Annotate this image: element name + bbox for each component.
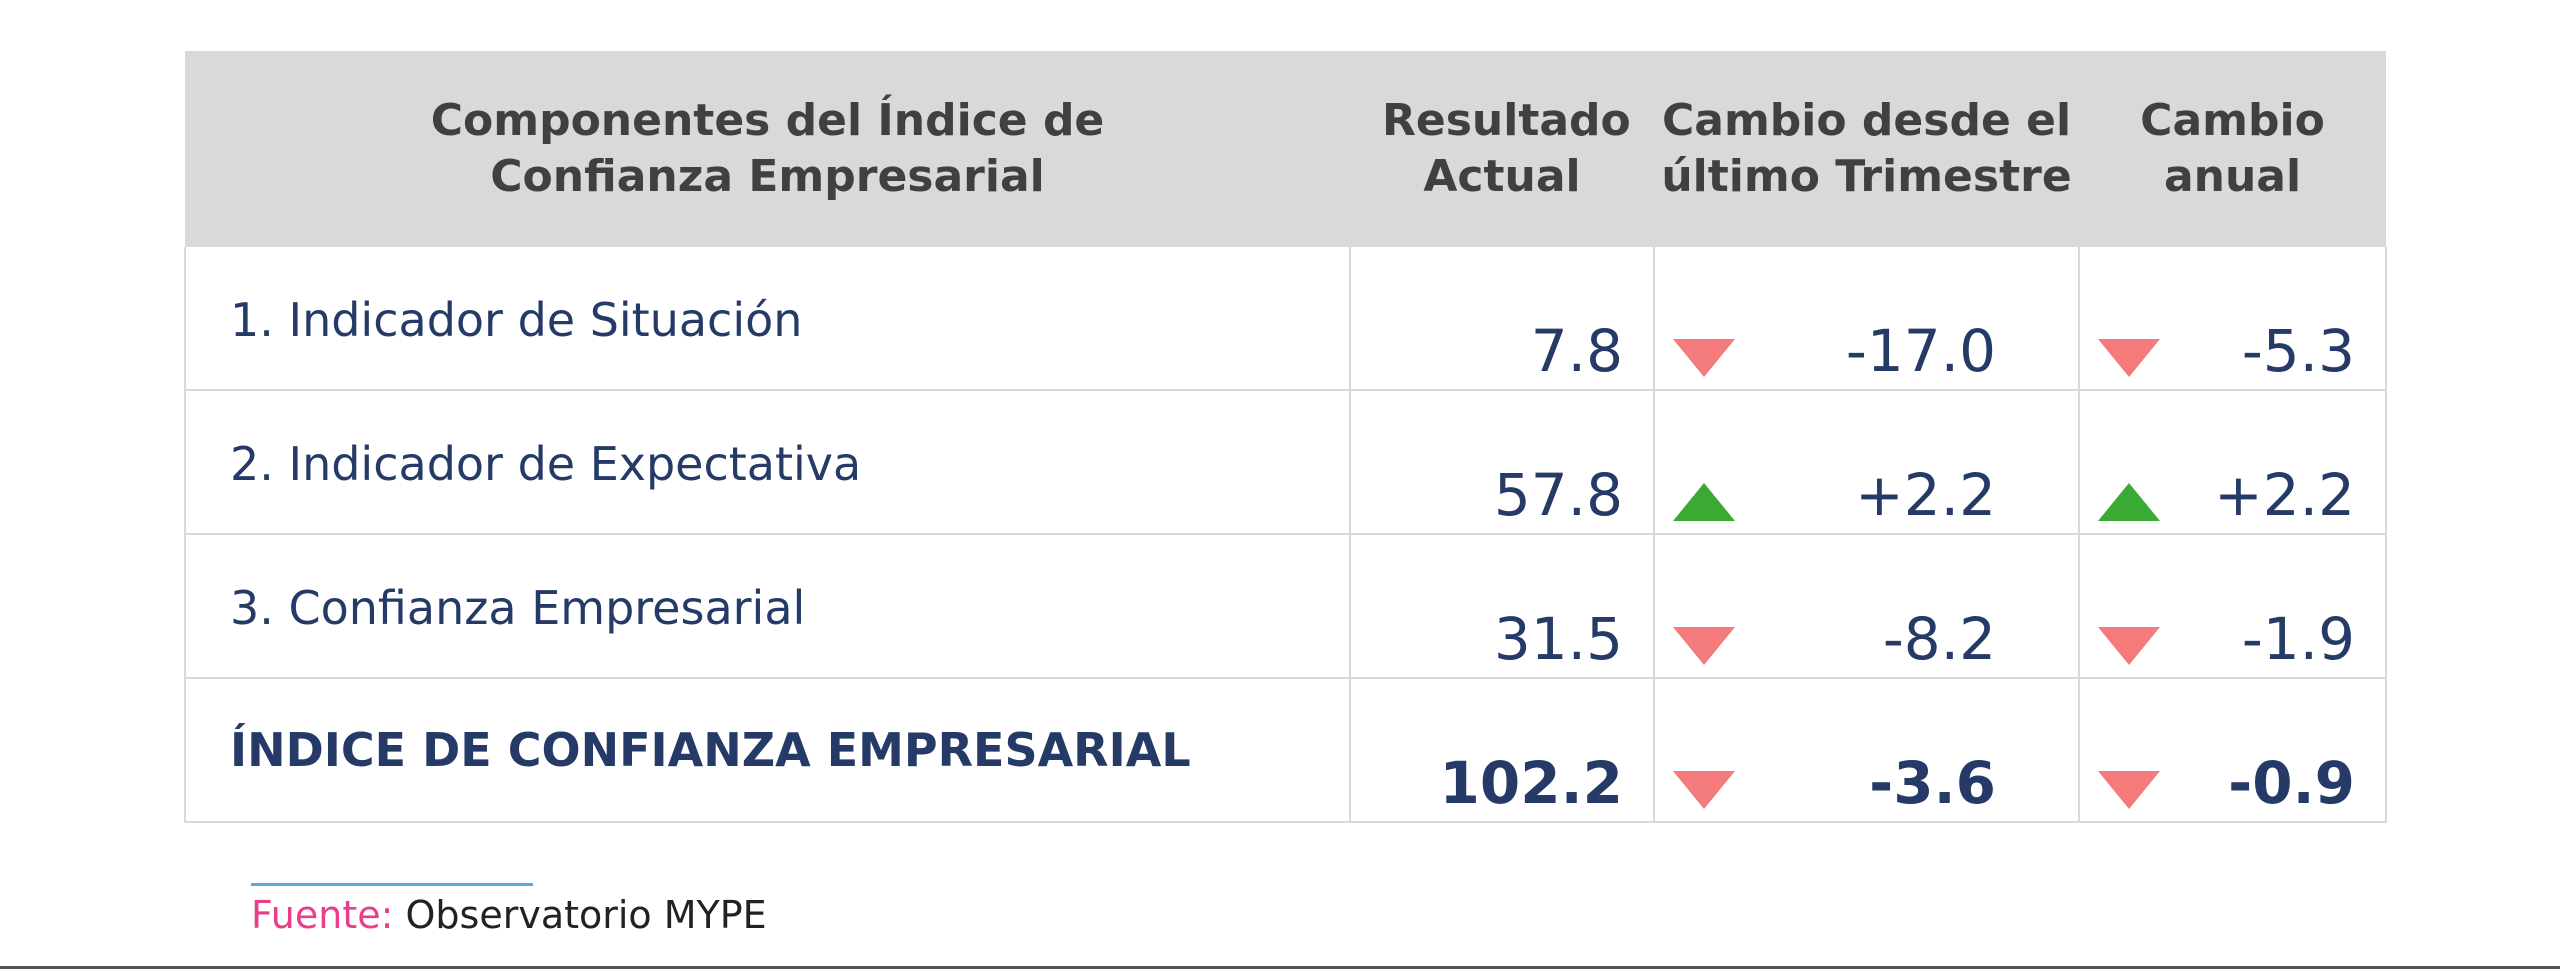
- row-name-cell: 1. Indicador de Situación: [184, 247, 1351, 391]
- current-cell: 102.2: [1349, 677, 1655, 823]
- trend-down-icon: [2098, 339, 2160, 377]
- current-cell: 7.8: [1349, 247, 1655, 391]
- trend-down-icon: [1673, 771, 1735, 809]
- current-value: 7.8: [1530, 317, 1623, 385]
- header-quarter-change: Cambio desde el último Trimestre: [1654, 51, 2079, 247]
- current-value: 31.5: [1493, 605, 1623, 673]
- annual-change-value: +2.2: [2214, 461, 2355, 529]
- table-row: 2. Indicador de Expectativa 57.8 +2.2 +2…: [184, 389, 2387, 535]
- trend-down-icon: [2098, 771, 2160, 809]
- header-current-label: Resultado Actual: [1382, 95, 1631, 202]
- quarter-change-value: -17.0: [1845, 317, 1996, 385]
- trend-down-icon: [2098, 627, 2160, 665]
- source-note: Fuente: Observatorio MYPE: [251, 890, 767, 940]
- row-name: 3. Confianza Empresarial: [230, 581, 806, 635]
- quarter-change-cell: +2.2: [1653, 389, 2080, 535]
- annual-change-cell: -5.3: [2078, 247, 2387, 391]
- trend-up-icon: [2098, 483, 2160, 521]
- row-name-cell: ÍNDICE DE CONFIANZA EMPRESARIAL: [184, 677, 1351, 823]
- bottom-rule: [0, 966, 2560, 969]
- quarter-change-value: +2.2: [1855, 461, 1996, 529]
- annual-change-value: -0.9: [2228, 749, 2355, 817]
- source-value: Observatorio MYPE: [393, 893, 767, 937]
- quarter-change-value: -8.2: [1882, 605, 1996, 673]
- header-annual-change-label: Cambio anual: [2140, 95, 2325, 202]
- current-value: 102.2: [1439, 749, 1623, 817]
- table-row-total: ÍNDICE DE CONFIANZA EMPRESARIAL 102.2 -3…: [184, 677, 2387, 823]
- table-row: 1. Indicador de Situación 7.8 -17.0 -5.3: [184, 247, 2387, 391]
- trend-up-icon: [1673, 483, 1735, 521]
- row-name-cell: 3. Confianza Empresarial: [184, 533, 1351, 679]
- source-label: Fuente:: [251, 893, 394, 937]
- confidence-index-table: Componentes del Índice de Confianza Empr…: [184, 51, 2387, 823]
- source-divider: [251, 883, 533, 886]
- header-component: Componentes del Índice de Confianza Empr…: [185, 51, 1350, 247]
- header-quarter-change-label: Cambio desde el último Trimestre: [1661, 95, 2072, 202]
- row-name: 2. Indicador de Expectativa: [230, 437, 862, 491]
- quarter-change-cell: -8.2: [1653, 533, 2080, 679]
- quarter-change-cell: -3.6: [1653, 677, 2080, 823]
- table-header-row: Componentes del Índice de Confianza Empr…: [185, 51, 2386, 247]
- quarter-change-cell: -17.0: [1653, 247, 2080, 391]
- annual-change-cell: +2.2: [2078, 389, 2387, 535]
- quarter-change-value: -3.6: [1869, 749, 1996, 817]
- annual-change-value: -5.3: [2241, 317, 2355, 385]
- current-cell: 57.8: [1349, 389, 1655, 535]
- trend-down-icon: [1673, 339, 1735, 377]
- annual-change-cell: -1.9: [2078, 533, 2387, 679]
- header-annual-change: Cambio anual: [2079, 51, 2386, 247]
- row-name: 1. Indicador de Situación: [230, 293, 803, 347]
- header-current: Resultado Actual: [1350, 51, 1654, 247]
- header-component-label: Componentes del Índice de Confianza Empr…: [430, 95, 1105, 202]
- annual-change-value: -1.9: [2241, 605, 2355, 673]
- trend-down-icon: [1673, 627, 1735, 665]
- annual-change-cell: -0.9: [2078, 677, 2387, 823]
- current-value: 57.8: [1493, 461, 1623, 529]
- table-row: 3. Confianza Empresarial 31.5 -8.2 -1.9: [184, 533, 2387, 679]
- row-name-cell: 2. Indicador de Expectativa: [184, 389, 1351, 535]
- row-name: ÍNDICE DE CONFIANZA EMPRESARIAL: [230, 723, 1191, 777]
- current-cell: 31.5: [1349, 533, 1655, 679]
